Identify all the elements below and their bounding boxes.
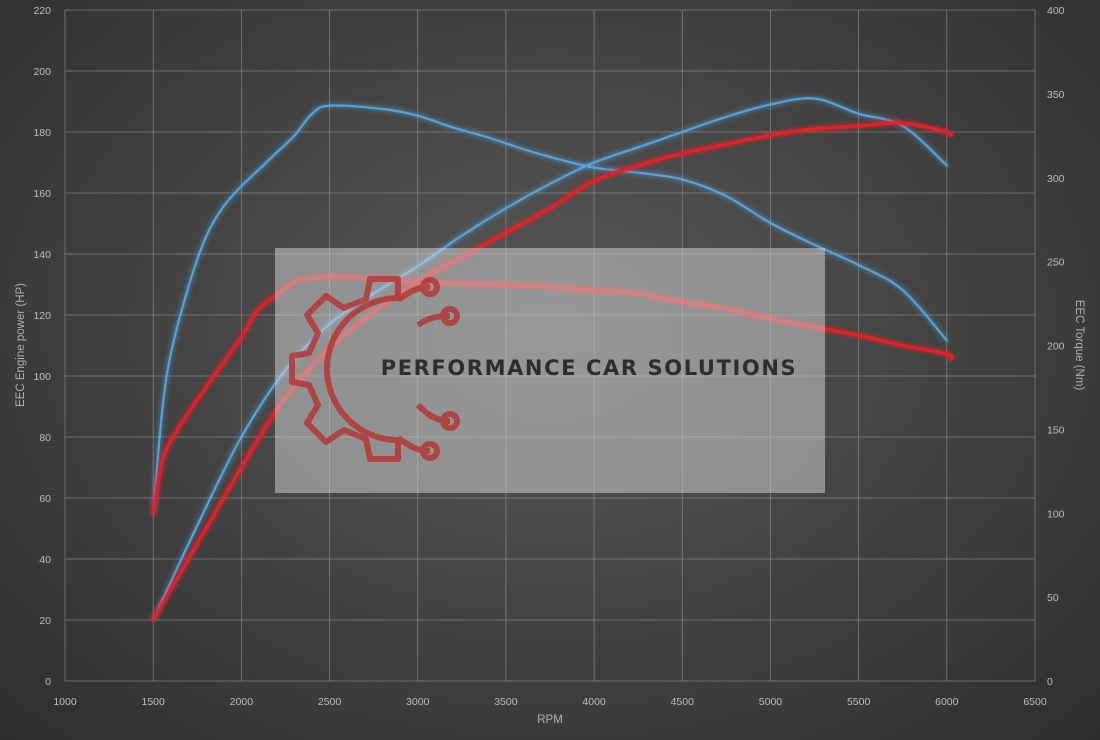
- y-right-tick-label: 50: [1047, 592, 1059, 604]
- y-right-tick-label: 0: [1047, 676, 1053, 688]
- y-left-tick-label: 20: [39, 615, 51, 627]
- y-left-tick-label: 200: [33, 66, 51, 78]
- y-left-tick-label: 60: [39, 493, 51, 505]
- y-left-tick-label: 140: [33, 249, 51, 261]
- y-right-tick-label: 300: [1047, 173, 1065, 185]
- x-tick-label: 6500: [1023, 696, 1047, 708]
- series-line-power-blue: [152, 97, 948, 622]
- y-left-axis-title: EEC Engine power (HP): [15, 283, 27, 407]
- x-tick-labels: 1000 1500 2000 2500 3000 3500 4000 4500 5000 5500…: [53, 696, 1047, 708]
- y-left-tick-label: 160: [33, 188, 51, 200]
- watermark: PERFORMANCE CAR SOLUTIONS: [275, 248, 825, 493]
- y-right-tick-label: 200: [1047, 341, 1065, 353]
- y-right-tick-labels: 0 50 100 150 200 250 300 350 400: [1047, 5, 1065, 688]
- y-left-tick-label: 220: [33, 5, 51, 17]
- x-tick-label: 5500: [847, 696, 871, 708]
- x-tick-label: 5000: [759, 696, 783, 708]
- x-axis-title: RPM: [537, 714, 563, 726]
- x-tick-label: 1000: [53, 696, 77, 708]
- y-left-tick-label: 180: [33, 127, 51, 139]
- series-line-torque-blue: [152, 104, 948, 515]
- x-tick-label: 1500: [142, 696, 166, 708]
- y-right-axis-title: EEC Torque (Nm): [1073, 300, 1085, 391]
- y-right-tick-label: 100: [1047, 508, 1065, 520]
- x-tick-label: 6000: [935, 696, 959, 708]
- x-tick-label: 2500: [318, 696, 342, 708]
- x-tick-label: 4500: [671, 696, 695, 708]
- y-left-tick-label: 40: [39, 554, 51, 566]
- y-left-tick-label: 0: [45, 676, 51, 688]
- y-left-tick-label: 100: [33, 371, 51, 383]
- gear-circuit-icon: [289, 276, 460, 462]
- x-tick-label: 4000: [582, 696, 606, 708]
- y-right-tick-label: 150: [1047, 424, 1065, 436]
- x-tick-label: 3500: [494, 696, 518, 708]
- y-left-tick-labels: 0 20 40 60 80 100 120 140 160 180 200 220: [33, 5, 51, 688]
- x-tick-label: 2000: [230, 696, 254, 708]
- y-left-tick-label: 80: [39, 432, 51, 444]
- y-right-tick-label: 250: [1047, 257, 1065, 269]
- y-left-tick-label: 120: [33, 310, 51, 322]
- y-right-tick-label: 350: [1047, 89, 1065, 101]
- watermark-text: PERFORMANCE CAR SOLUTIONS: [381, 356, 798, 380]
- x-tick-label: 3000: [406, 696, 430, 708]
- y-right-tick-label: 400: [1047, 5, 1065, 17]
